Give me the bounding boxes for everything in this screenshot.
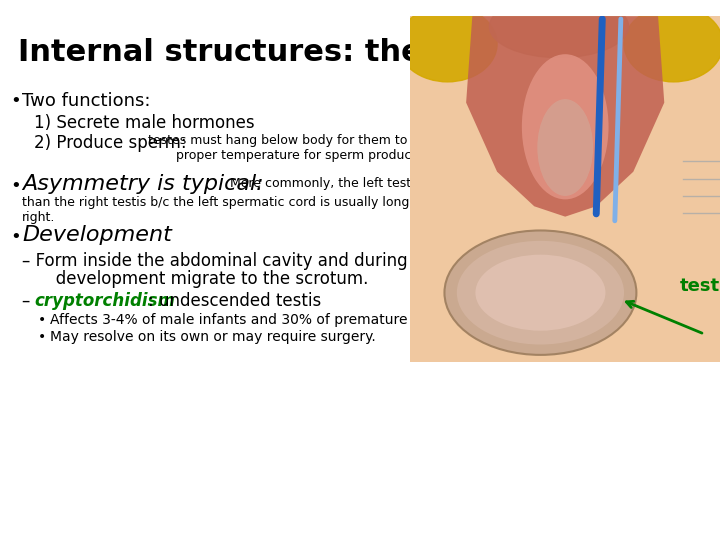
FancyArrowPatch shape: [596, 19, 602, 214]
Text: May resolve on its own or may require surgery.: May resolve on its own or may require su…: [50, 330, 376, 344]
Ellipse shape: [490, 0, 629, 58]
Ellipse shape: [624, 6, 720, 82]
Text: testes must hang below body for them to be at the
       proper temperature for : testes must hang below body for them to …: [148, 134, 468, 162]
Polygon shape: [466, 16, 665, 217]
Ellipse shape: [398, 6, 497, 82]
Text: Two functions:: Two functions:: [22, 92, 150, 110]
Text: cryptorchidism: cryptorchidism: [34, 292, 175, 310]
FancyArrowPatch shape: [626, 301, 702, 333]
Text: Asymmetry is typical:: Asymmetry is typical:: [22, 174, 271, 194]
Text: Internal structures: the Testes: Internal structures: the Testes: [18, 38, 541, 67]
Text: More commonly, the left testis hangs lower: More commonly, the left testis hangs low…: [230, 177, 501, 190]
Text: 1) Secrete male hormones: 1) Secrete male hormones: [34, 114, 255, 132]
Text: •: •: [10, 92, 21, 110]
Text: testis: testis: [680, 277, 720, 295]
Ellipse shape: [537, 99, 593, 196]
Ellipse shape: [444, 231, 636, 355]
Text: •: •: [10, 177, 21, 195]
Text: : undescended testis: : undescended testis: [148, 292, 321, 310]
Text: •: •: [10, 228, 21, 246]
Ellipse shape: [457, 241, 624, 345]
Text: right.: right.: [22, 211, 55, 224]
Text: •: •: [38, 330, 46, 344]
Text: Affects 3-4% of male infants and 30% of premature male infants.: Affects 3-4% of male infants and 30% of …: [50, 313, 503, 327]
Text: •: •: [38, 313, 46, 327]
Text: 2) Produce sperm:: 2) Produce sperm:: [34, 134, 192, 152]
FancyBboxPatch shape: [410, 16, 720, 362]
Text: – Form inside the abdominal cavity and during fetal: – Form inside the abdominal cavity and d…: [22, 252, 450, 270]
Ellipse shape: [522, 54, 608, 199]
Ellipse shape: [475, 255, 606, 330]
Text: Development: Development: [22, 225, 172, 245]
Text: than the right testis b/c the left spermatic cord is usually longer than the: than the right testis b/c the left sperm…: [22, 196, 479, 209]
Text: –: –: [22, 292, 35, 310]
Text: development migrate to the scrotum.: development migrate to the scrotum.: [40, 270, 369, 288]
FancyArrowPatch shape: [615, 19, 621, 221]
